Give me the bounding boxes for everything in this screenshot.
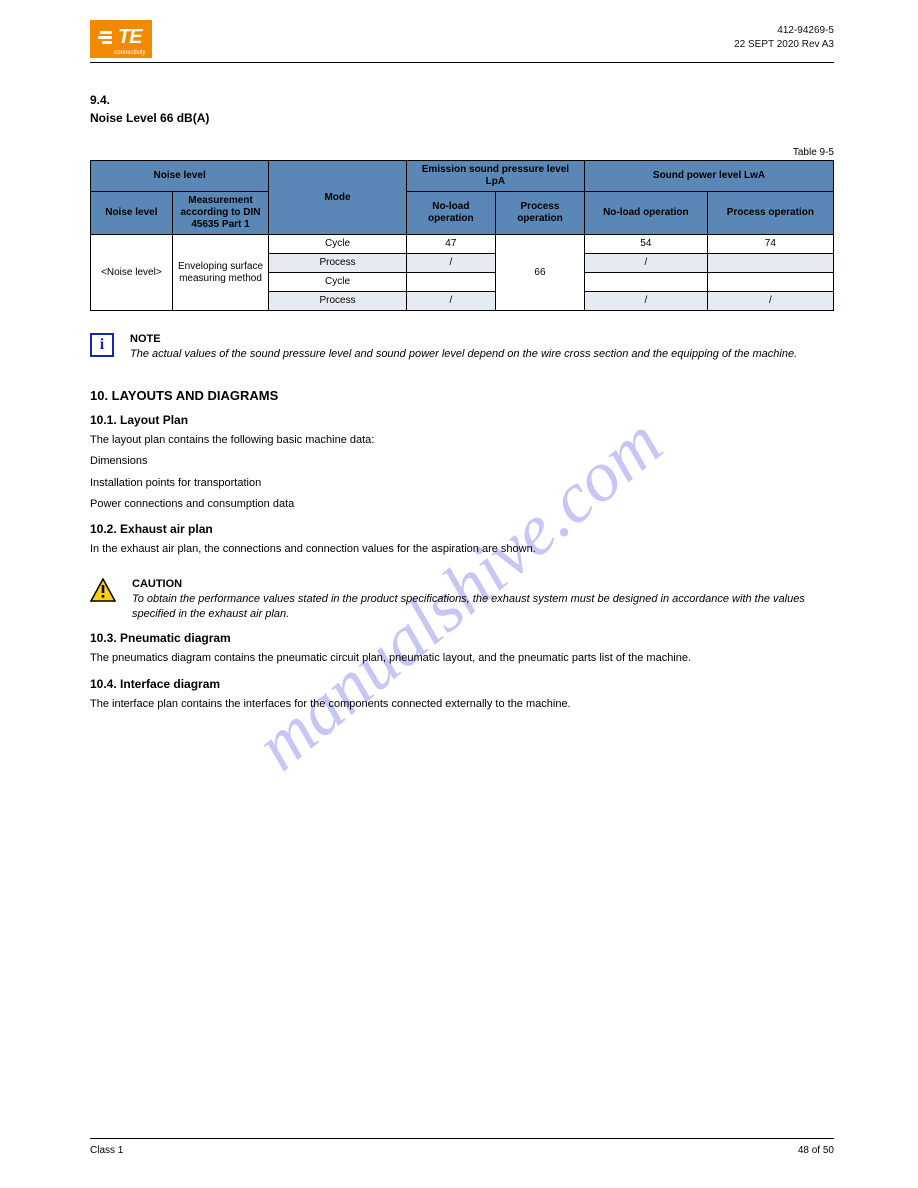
th-emi-noload: No-load operation [406,192,495,235]
exhaust-body: In the exhaust air plan, the connections… [90,542,834,557]
table-number: Table 9-5 [90,147,834,158]
note-body: The actual values of the sound pressure … [130,347,797,362]
th-din: Measurement according to DIN 45635 Part … [172,192,269,235]
cell-pow-proc-0: 74 [707,235,833,254]
logo-bars-icon [100,31,112,44]
section-title: Noise Level 66 dB(A) [90,111,834,125]
doc-meta: 412-94269-5 22 SEPT 2020 Rev A3 [734,24,834,58]
pneumatic-body: The pneumatics diagram contains the pneu… [90,651,834,666]
layout-plan-heading: 10.1. Layout Plan [90,413,834,427]
interface-body: The interface plan contains the interfac… [90,697,834,712]
logo-subtitle: connectivity [114,50,145,56]
cell-pow-proc-2 [707,273,833,292]
layout-plan-line-1: Dimensions [90,454,834,469]
footer-page-number: 48 of 50 [798,1145,834,1156]
pneumatic-heading: 10.3. Pneumatic diagram [90,631,834,645]
cell-mode-3: Process [269,292,406,311]
th-pow-proc: Process operation [707,192,833,235]
cell-pow-noload-2 [585,273,708,292]
note-title: NOTE [130,333,797,345]
section-title-label: Noise Level [90,111,157,125]
cell-mode-1: Process [269,254,406,273]
cell-emi-proc-0: 66 [495,235,584,311]
page-footer: Class 1 48 of 50 [90,1138,834,1156]
cell-emi-noload-2 [406,273,495,292]
note-block: i NOTE The actual values of the sound pr… [90,333,834,362]
th-mode: Mode [269,161,406,235]
th-emi-proc: Process operation [495,192,584,235]
caution-icon [90,578,116,602]
th-power-group: Sound power level LwA [585,161,834,192]
th-noise: Noise level [91,192,173,235]
section-number: 9.4. [90,93,834,107]
cell-pow-proc-3: / [707,292,833,311]
cell-emi-noload-3: / [406,292,495,311]
caution-block: CAUTION To obtain the performance values… [90,578,834,622]
brand-logo: TE connectivity [90,20,152,58]
cell-mode-0: Cycle [269,235,406,254]
cell-noise: <Noise level> [91,235,173,311]
info-icon: i [90,333,114,357]
doc-date: 22 SEPT 2020 Rev A3 [734,38,834,52]
cell-emi-noload-1: / [406,254,495,273]
th-noise-group: Noise level [91,161,269,192]
page-header: TE connectivity 412-94269-5 22 SEPT 2020… [0,0,918,58]
interface-heading: 10.4. Interface diagram [90,677,834,691]
spec-table: Noise level Mode Emission sound pressure… [90,160,834,311]
cell-din: Enveloping surface measuring method [172,235,269,311]
caution-body: To obtain the performance values stated … [132,592,834,622]
exhaust-heading: 10.2. Exhaust air plan [90,522,834,536]
layout-plan-line-2: Installation points for transportation [90,476,834,491]
cell-pow-proc-1 [707,254,833,273]
caution-title: CAUTION [132,578,834,590]
cell-pow-noload-1: / [585,254,708,273]
header-rule [90,62,834,63]
section-title-value: 66 dB(A) [160,111,209,125]
layout-plan-line-3: Power connections and consumption data [90,497,834,512]
layout-plan-line-0: The layout plan contains the following b… [90,433,834,448]
th-pow-noload: No-load operation [585,192,708,235]
cell-mode-2: Cycle [269,273,406,292]
cell-emi-noload-0: 47 [406,235,495,254]
footer-classification: Class 1 [90,1145,123,1156]
cell-pow-noload-0: 54 [585,235,708,254]
layout-main-heading: 10. LAYOUTS AND DIAGRAMS [90,388,834,403]
logo-text: TE [118,28,142,46]
doc-number: 412-94269-5 [734,24,834,38]
th-emission-group: Emission sound pressure level LpA [406,161,584,192]
cell-pow-noload-3: / [585,292,708,311]
